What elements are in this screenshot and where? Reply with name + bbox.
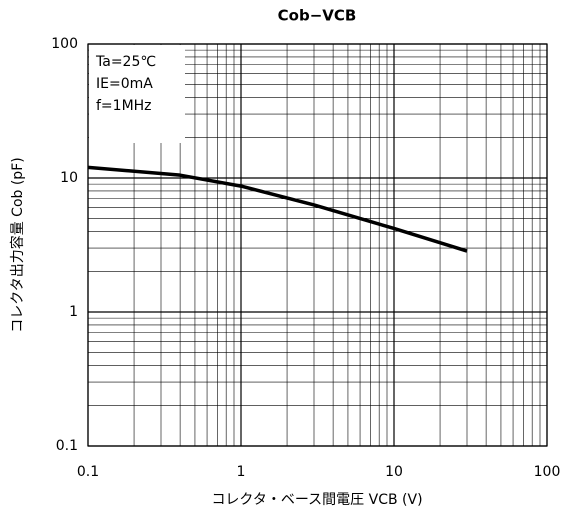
y-tick-label: 0.1	[56, 438, 78, 454]
data-line	[87, 165, 468, 253]
x-axis-label: コレクタ・ベース間電圧 VCB (V)	[211, 492, 422, 508]
plot-frame	[87, 43, 548, 447]
y-tick-label: 10	[60, 170, 78, 186]
y-axis-label: コレクタ出力容量 Cob (pF)	[9, 157, 26, 332]
y-tick-label: 1	[69, 304, 78, 320]
x-tick-label: 0.1	[77, 464, 99, 480]
annotation: f=1MHz	[96, 98, 152, 114]
annotation: IE=0mA	[96, 76, 153, 92]
annotation-box	[89, 45, 185, 143]
x-tick-label: 10	[385, 464, 403, 480]
y-tick-label: 100	[51, 36, 78, 52]
x-tick-label: 100	[534, 464, 561, 480]
chart-title: Cob−VCB	[278, 7, 357, 25]
annotation: Ta=25℃	[95, 54, 156, 70]
x-tick-label: 1	[237, 464, 246, 480]
